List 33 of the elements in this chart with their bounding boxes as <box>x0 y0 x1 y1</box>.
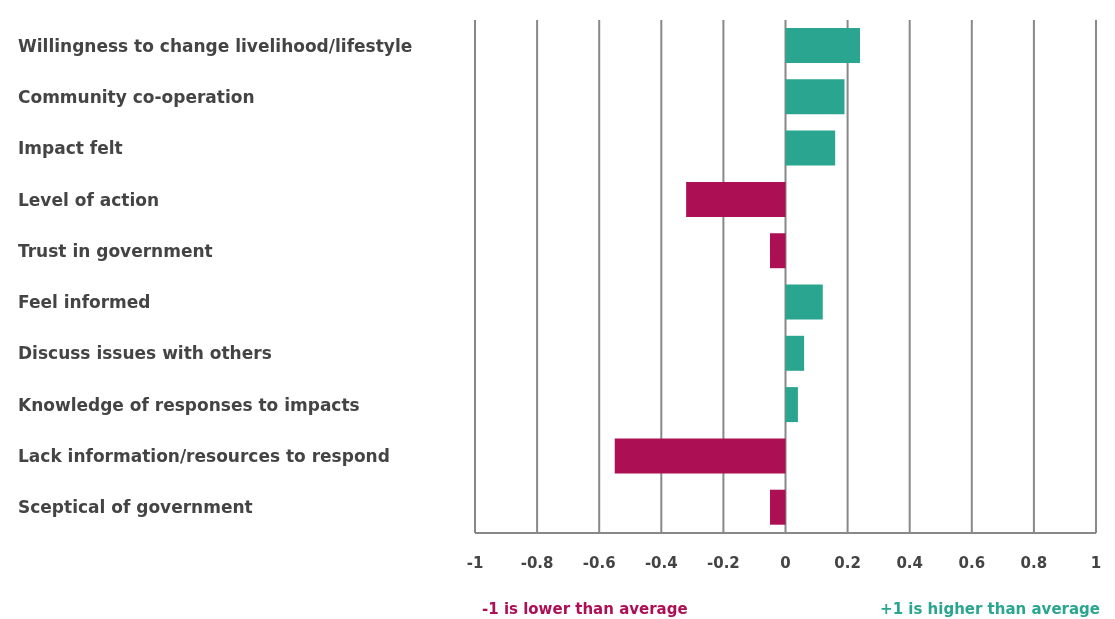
bar <box>686 181 786 217</box>
bar <box>769 489 786 525</box>
bar <box>614 438 786 474</box>
x-tick-label: -1 <box>466 553 484 572</box>
bar <box>785 387 798 423</box>
y-tick-label: Trust in government <box>18 240 213 261</box>
y-tick-label: Lack information/resources to respond <box>18 446 390 467</box>
y-tick-label: Knowledge of responses to impacts <box>18 394 360 415</box>
text: -1 is lower than average <box>482 600 688 618</box>
y-tick-label: Impact felt <box>18 138 123 159</box>
text: +1 is higher than average <box>880 600 1100 618</box>
x-tick-label: -0.2 <box>706 553 740 572</box>
bar <box>785 79 845 115</box>
x-tick-label: 1 <box>1090 553 1102 572</box>
bar <box>785 284 823 320</box>
x-tick-label: -0.6 <box>582 553 616 572</box>
x-tick-label: 0.2 <box>834 553 861 572</box>
y-tick-label: Willingness to change livelihood/lifestyle <box>18 35 413 56</box>
x-tick-label: 0 <box>780 553 791 572</box>
bar <box>769 233 786 269</box>
x-tick-label: 0.8 <box>1020 553 1048 572</box>
y-tick-label: Sceptical of government <box>18 497 253 518</box>
x-tick-label: -0.4 <box>644 553 678 572</box>
bar <box>785 130 836 166</box>
y-tick-label: Feel informed <box>18 292 151 313</box>
x-tick-label: 0.4 <box>896 553 923 572</box>
y-tick-label: Level of action <box>18 189 159 210</box>
y-tick-label: Community co-operation <box>18 86 255 107</box>
bar <box>785 28 861 63</box>
y-tick-label: Discuss issues with others <box>18 343 272 364</box>
x-tick-label: -0.8 <box>520 553 554 572</box>
bar <box>785 335 805 371</box>
x-tick-label: 0.6 <box>958 553 986 572</box>
